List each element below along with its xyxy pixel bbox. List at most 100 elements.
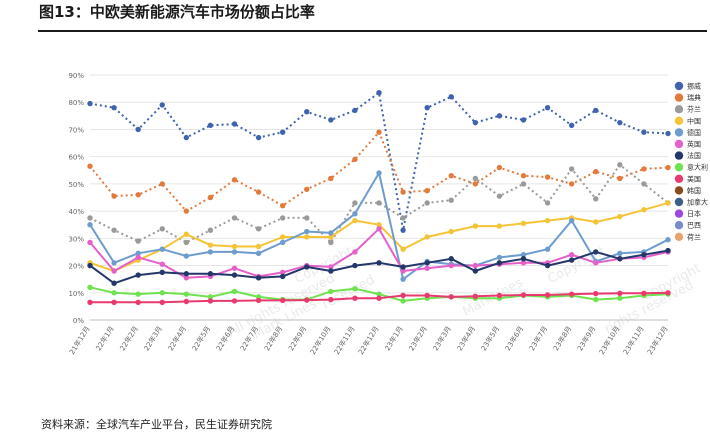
figure-title: 图13：中欧美新能源汽车市场份额占比率 (39, 3, 315, 21)
data-point (641, 290, 647, 297)
data-point (496, 164, 503, 171)
series-挪威 (87, 89, 671, 233)
data-point (424, 260, 430, 266)
legend-label: 美国 (687, 174, 701, 183)
data-point (641, 166, 647, 172)
data-point (159, 181, 165, 187)
legend-marker (674, 151, 684, 160)
data-point (665, 290, 671, 296)
legend-marker (674, 139, 684, 149)
legend-marker (674, 174, 684, 183)
data-point (665, 164, 671, 171)
source-note: 资料来源：全球汽车产业平台，民生证券研究院 (41, 418, 272, 431)
data-point (400, 268, 406, 274)
data-point (376, 129, 382, 135)
data-point (424, 200, 430, 206)
data-point (376, 295, 382, 301)
legend-marker (674, 128, 684, 137)
data-point (593, 107, 599, 114)
data-point (231, 298, 238, 304)
legend-label: 意大利 (687, 163, 708, 172)
y-tick-label: 30% (68, 235, 84, 243)
y-tick-label: 60% (68, 154, 84, 162)
data-point (352, 249, 358, 255)
legend-marker (674, 232, 684, 241)
x-tick-label: 23年7月 (527, 324, 549, 352)
data-point (159, 246, 165, 252)
legend-label: 中国 (687, 116, 701, 125)
series-line (89, 249, 669, 285)
data-point (617, 119, 623, 126)
y-tick-label: 50% (68, 181, 84, 189)
data-point (448, 173, 454, 179)
data-point (111, 227, 117, 233)
title-divider (38, 30, 707, 32)
data-point (328, 264, 334, 270)
data-point (665, 247, 671, 254)
x-tick-label: 21年12月 (67, 324, 91, 356)
x-tick-label: 22年9月 (286, 324, 308, 352)
data-point (111, 193, 117, 199)
data-point (111, 104, 117, 111)
data-point (448, 94, 454, 100)
data-point (568, 122, 575, 129)
x-tick-label: 22年12月 (356, 324, 380, 356)
legend-marker (674, 105, 684, 114)
data-point (617, 175, 623, 182)
data-point (255, 243, 262, 250)
data-point (448, 228, 454, 235)
x-tick-label: 22年11月 (332, 324, 356, 356)
x-tick-label: 22年1月 (94, 324, 116, 352)
legend-marker (674, 81, 684, 91)
data-point (400, 246, 406, 252)
data-point (593, 260, 599, 266)
data-point (135, 192, 141, 198)
data-point (544, 174, 551, 180)
data-point (352, 262, 358, 269)
data-point (207, 242, 214, 248)
data-point (279, 202, 286, 209)
data-point (400, 276, 406, 282)
x-tick-label: 23年3月 (431, 324, 453, 352)
data-point (593, 290, 599, 297)
data-point (520, 117, 527, 123)
data-point (424, 234, 430, 240)
series-德国 (87, 170, 671, 282)
data-point (544, 200, 551, 206)
data-point (87, 299, 93, 306)
data-point (183, 291, 190, 297)
legend-label: 法国 (687, 151, 701, 160)
data-point (424, 104, 430, 111)
data-point (279, 239, 286, 246)
data-point (111, 260, 117, 266)
x-tick-label: 23年1月 (383, 324, 405, 352)
data-point (496, 254, 503, 261)
data-point (568, 291, 575, 297)
data-point (304, 109, 310, 115)
data-point (279, 215, 286, 221)
data-point (376, 89, 382, 96)
data-point (352, 211, 358, 217)
data-point (520, 220, 527, 227)
data-point (304, 228, 310, 235)
data-point (496, 260, 503, 266)
data-point (135, 299, 141, 306)
data-point (159, 102, 165, 108)
data-point (400, 264, 406, 270)
data-point (617, 213, 623, 220)
data-point (183, 208, 190, 214)
data-point (279, 129, 286, 135)
data-point (328, 288, 334, 295)
legend-label: 英国 (687, 140, 701, 149)
data-point (544, 262, 551, 269)
data-point (159, 226, 165, 232)
legend-marker (674, 209, 684, 218)
data-point (87, 239, 93, 246)
data-point (231, 272, 238, 278)
y-tick-label: 90% (68, 72, 84, 80)
data-point (352, 295, 358, 301)
data-point (544, 246, 551, 252)
data-point (87, 262, 93, 269)
data-point (400, 215, 406, 221)
data-point (593, 249, 599, 255)
